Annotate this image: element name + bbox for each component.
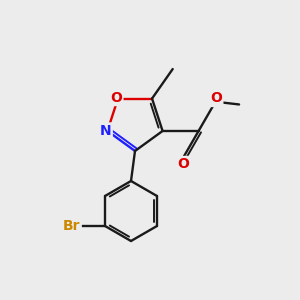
Text: O: O (210, 92, 222, 106)
Text: Br: Br (63, 219, 80, 233)
Text: N: N (100, 124, 111, 138)
Text: O: O (110, 91, 122, 104)
Text: O: O (177, 158, 189, 172)
